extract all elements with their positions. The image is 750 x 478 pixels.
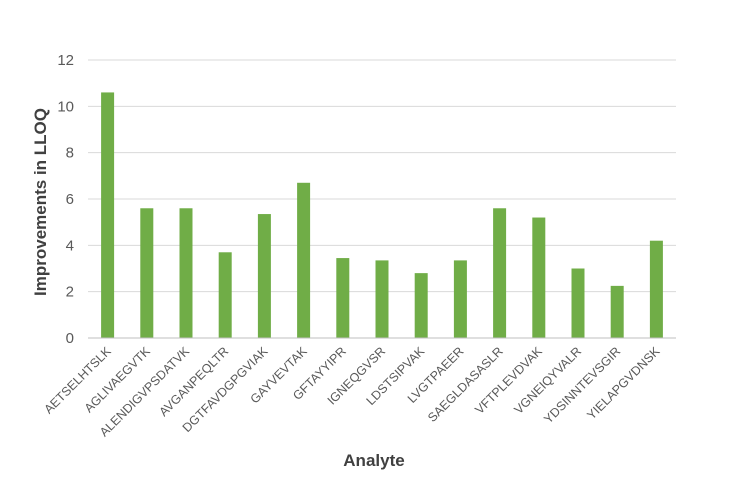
y-axis-ticks: 0 2 4 6 8 10 12 — [57, 52, 74, 347]
bar — [649, 240, 663, 338]
y-tick-label: 0 — [66, 330, 74, 347]
y-tick-label: 8 — [66, 145, 74, 162]
x-category-label: AVGANPEQLTR — [156, 344, 231, 419]
y-tick-label: 12 — [57, 52, 74, 69]
bars — [101, 92, 663, 338]
x-axis-title: Analyte — [343, 451, 404, 470]
bar — [140, 208, 154, 338]
bar — [179, 208, 193, 338]
y-tick-label: 6 — [66, 191, 74, 208]
gridlines — [88, 59, 676, 293]
bar — [414, 273, 428, 338]
x-category-label: VGNEIQYVALR — [512, 344, 585, 417]
bar — [610, 285, 624, 338]
y-tick-label: 2 — [66, 284, 74, 301]
bar — [297, 182, 311, 338]
x-category-label: YIELAPGVDNSK — [584, 344, 663, 423]
y-axis-title: Improvements in LLOQ — [31, 108, 50, 296]
bar — [101, 92, 115, 338]
x-category-label: AETSELHTSLK — [41, 344, 114, 417]
bar — [218, 252, 232, 338]
bar — [453, 260, 467, 338]
y-tick-label: 10 — [57, 98, 74, 115]
bar — [375, 260, 389, 338]
x-axis-categories: AETSELHTSLKAGLIVAEGVTKALENDIGVPSDATVKAVG… — [41, 344, 663, 440]
bar — [571, 268, 585, 338]
bar — [532, 217, 546, 338]
bar — [493, 208, 507, 338]
y-tick-label: 4 — [66, 237, 74, 254]
x-category-label: VFTPLEVDVAK — [472, 344, 545, 417]
bar — [336, 258, 350, 338]
bar — [257, 214, 271, 338]
